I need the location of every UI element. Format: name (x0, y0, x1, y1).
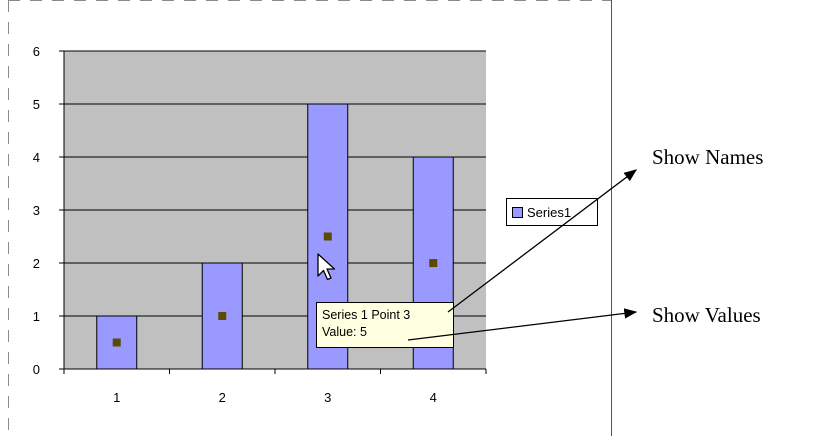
marker-3 (323, 232, 332, 241)
x-tick-label-2: 2 (219, 390, 226, 405)
callout-show-names: Show Names (652, 145, 764, 169)
y-tick-label-2: 2 (33, 256, 40, 271)
y-tick-label-4: 4 (33, 150, 40, 165)
marker-4 (429, 259, 438, 267)
y-tick-label-6: 6 (33, 44, 40, 59)
x-tick-label-3: 3 (324, 390, 331, 405)
marker-1 (112, 338, 121, 347)
tooltip-value: Value: 5 (322, 325, 367, 339)
legend[interactable]: Series1 (506, 198, 598, 226)
marker-2 (218, 312, 227, 320)
legend-swatch (512, 206, 523, 218)
y-tick-label-0: 0 (33, 362, 40, 377)
y-tick-label-5: 5 (33, 97, 40, 112)
x-tick-label-4: 4 (430, 390, 437, 405)
y-tick-label-1: 1 (33, 309, 40, 324)
data-point-tooltip: Series 1 Point 3 Value: 5 (316, 302, 454, 348)
y-tick-label-3: 3 (33, 203, 40, 218)
mouse-pointer-icon (317, 253, 336, 281)
callout-show-values: Show Values (652, 303, 761, 327)
tooltip-series-point: Series 1 Point 3 (322, 308, 411, 322)
x-tick-label-1: 1 (113, 390, 120, 405)
legend-label: Series1 (527, 204, 572, 220)
chart-area-top-border (8, 0, 612, 1)
chart-area[interactable]: 0 1 2 3 4 5 6 1 2 3 4 Series1 Series 1 Point 3 Val… (0, 0, 612, 436)
